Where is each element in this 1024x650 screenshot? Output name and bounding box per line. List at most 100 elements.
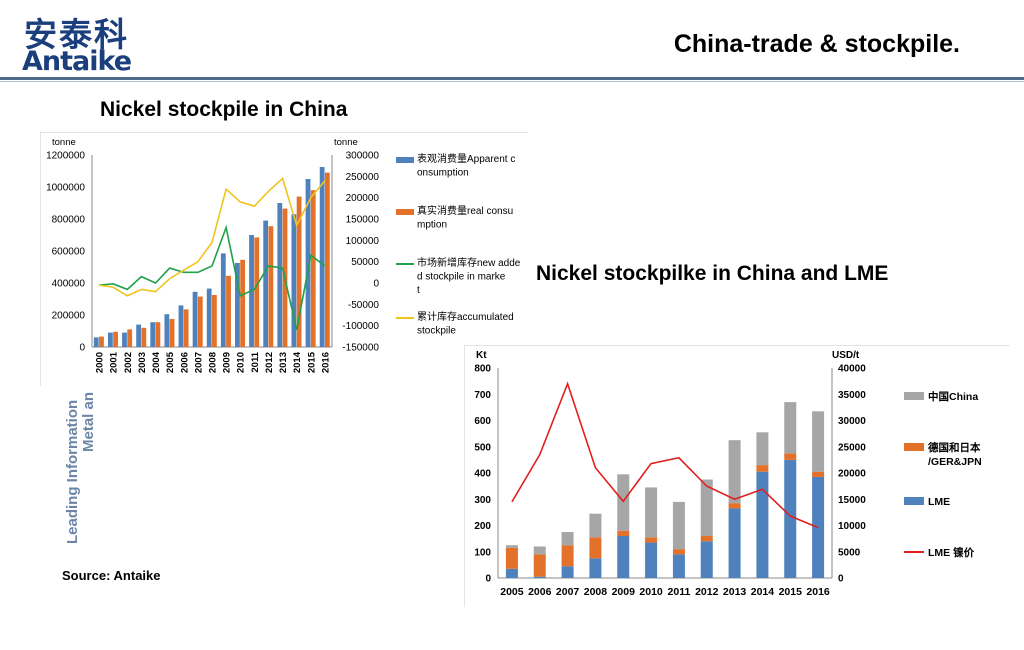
chart-left-xtick-label: 2003 <box>137 352 148 373</box>
chart-left-bar-apparent <box>93 337 99 347</box>
chart-left-bar-real <box>183 309 189 347</box>
chart-left-bar-real <box>141 327 147 347</box>
chart-left-xtick-label: 2009 <box>222 352 233 373</box>
chart-right-ytick-label: 600 <box>474 416 491 427</box>
chart-right-bar-china <box>645 487 658 538</box>
chart-left-bar-apparent <box>263 220 269 347</box>
chart-right-xtick-label: 2015 <box>779 586 803 598</box>
chart-right-left-unit: Kt <box>476 350 487 361</box>
chart-right-bar-china <box>589 513 602 538</box>
chart-left-xtick-label: 2014 <box>292 351 303 373</box>
chart-right-bar-lme <box>784 459 797 578</box>
chart-left-bar-real <box>324 172 330 347</box>
chart-right-xtick-label: 2016 <box>806 586 830 598</box>
chart-right-bar-lme <box>672 554 685 578</box>
chart-right-ytick-label: 700 <box>474 390 491 401</box>
chart-right-bar-ger-jpn <box>617 530 630 536</box>
chart-left-xtick-label: 2001 <box>109 351 120 373</box>
chart-left-xtick-label: 2010 <box>236 352 247 373</box>
chart-left-y2tick-label: -100000 <box>342 321 379 332</box>
chart-left-line-accumulated <box>98 177 326 297</box>
chart-right-y2tick-label: 15000 <box>838 495 866 506</box>
sidebar-tag: Leading Information Metal an <box>62 386 98 546</box>
chart-left-bar-apparent <box>206 288 212 347</box>
chart-left-legend-label-2-line-2: t <box>417 285 420 296</box>
chart-left-y2tick-label: -50000 <box>348 300 380 311</box>
chart-left: tonne tonne 0 200000 400000 600000 800000 10000… <box>39 131 528 386</box>
chart-left-xtick-label: 2013 <box>278 352 289 373</box>
left-chart-title: Nickel stockpile in China <box>100 98 348 121</box>
chart-right-y2tick-label: 10000 <box>838 521 866 532</box>
chart-right-ytick-label: 400 <box>474 469 491 480</box>
chart-left-y2tick-label: 50000 <box>351 257 379 268</box>
chart-right-legend-swatch <box>904 392 924 400</box>
chart-left-y2tick-label: -150000 <box>342 343 379 354</box>
chart-right: Kt USD/t 0 100 200 300 400 500 600 700 800 0 5000 100… <box>463 344 1010 607</box>
chart-left-ytick-label: 1000000 <box>46 183 85 194</box>
chart-right-ytick-label: 800 <box>474 364 491 375</box>
chart-right-xtick-label: 2010 <box>639 586 663 598</box>
chart-right-bar-ger-jpn <box>645 537 658 543</box>
chart-left-legend-label-3-line-0: 累计库存accumulated <box>417 310 514 323</box>
chart-right-xtick-label: 2011 <box>668 586 691 598</box>
chart-right-bar-china <box>784 402 797 454</box>
chart-right-bar-lme <box>617 536 630 578</box>
chart-left-legend-label-2-line-1: d stockpile in marke <box>417 272 506 283</box>
chart-right-bar-ger-jpn <box>728 503 741 509</box>
chart-right-bar-ger-jpn <box>700 536 713 542</box>
chart-left-right-unit: tonne <box>334 137 358 148</box>
chart-left-ytick-label: 0 <box>79 343 85 354</box>
chart-right-xtick-label: 2009 <box>612 586 636 598</box>
chart-right-bar-lme <box>728 508 741 578</box>
chart-left-xtick-label: 2015 <box>306 351 317 373</box>
chart-left-y2tick-label: 300000 <box>346 151 380 162</box>
sidebar-tag-line1: Leading Information <box>64 399 81 544</box>
chart-right-bar-china <box>728 440 741 504</box>
chart-left-legend-label-0-line-1: onsumption <box>417 168 469 179</box>
chart-left-ytick-label: 800000 <box>52 215 86 226</box>
chart-left-bar-real <box>268 226 274 347</box>
chart-right-xtick-label: 2006 <box>528 586 552 598</box>
right-chart-title: Nickel stockpilke in China and LME <box>536 262 889 285</box>
sidebar-tag-line2: Metal an <box>80 391 97 452</box>
chart-left-y2tick-label: 250000 <box>346 172 380 183</box>
chart-left-xtick-label: 2007 <box>193 352 204 373</box>
chart-right-bar-ger-jpn <box>533 554 546 577</box>
chart-left-y2tick-label: 150000 <box>346 215 380 226</box>
chart-left-bar-real <box>212 295 217 347</box>
chart-right-bar-lme <box>561 566 574 578</box>
chart-right-xtick-label: 2012 <box>695 586 719 598</box>
chart-left-bar-apparent <box>220 253 226 347</box>
chart-right-bar-china <box>505 545 518 548</box>
chart-right-bar-ger-jpn <box>812 471 825 477</box>
chart-right-bar-lme <box>645 542 658 578</box>
chart-left-legend-label-3-line-1: stockpile <box>417 326 456 337</box>
chart-right-bar-ger-jpn <box>589 537 602 559</box>
chart-left-bar-real <box>99 336 104 347</box>
chart-left-bar-real <box>240 259 246 347</box>
chart-right-bar-china <box>672 501 685 550</box>
chart-right-legend-label: LME 镍价 <box>928 546 975 559</box>
chart-left-bar-apparent <box>136 324 142 347</box>
chart-left-ytick-label: 200000 <box>52 311 86 322</box>
chart-left-xtick-label: 2005 <box>165 351 176 373</box>
chart-left-ytick-label: 600000 <box>52 247 86 258</box>
chart-right-legend-label: LME <box>928 496 950 508</box>
chart-left-ytick-label: 1200000 <box>46 151 85 162</box>
chart-left-bar-apparent <box>192 291 198 347</box>
header-rule-thin <box>0 81 1024 82</box>
logo-cn: 安泰科 <box>24 15 129 54</box>
chart-right-legend-label: /GER&JPN <box>928 456 982 468</box>
chart-right-svg: Kt USD/t 0 100 200 300 400 500 600 700 800 0 5000 100… <box>463 344 1010 607</box>
chart-left-bar-real <box>169 319 175 347</box>
chart-left-ytick-label: 400000 <box>52 279 86 290</box>
chart-left-y2tick-label: 100000 <box>346 236 380 247</box>
header-rule <box>0 77 1024 80</box>
chart-left-y2tick-label: 200000 <box>346 193 380 204</box>
chart-right-xtick-label: 2014 <box>751 586 775 598</box>
chart-right-right-unit: USD/t <box>832 350 860 361</box>
chart-left-bar-apparent <box>235 263 240 347</box>
chart-right-bar-lme <box>756 471 769 578</box>
chart-right-bar-china <box>533 546 546 555</box>
chart-left-bar-real <box>113 331 118 347</box>
